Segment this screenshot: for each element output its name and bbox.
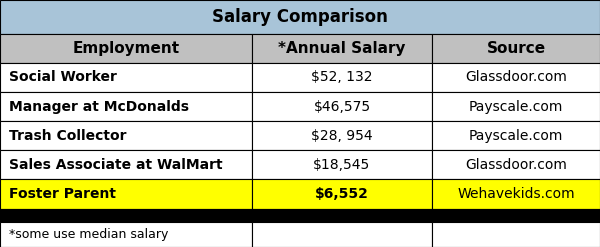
Text: Sales Associate at WalMart: Sales Associate at WalMart — [9, 158, 223, 172]
Bar — [252, 223, 432, 247]
Bar — [432, 63, 600, 92]
Bar — [0, 150, 252, 180]
Text: Employment: Employment — [73, 41, 179, 56]
Text: $6,552: $6,552 — [315, 187, 369, 201]
Bar — [432, 34, 600, 63]
Bar — [0, 34, 252, 63]
Bar — [432, 223, 600, 247]
Bar — [252, 150, 432, 180]
Text: Source: Source — [487, 41, 545, 56]
Bar — [0, 209, 600, 223]
Bar — [0, 63, 252, 92]
Bar — [432, 121, 600, 150]
Text: *Annual Salary: *Annual Salary — [278, 41, 406, 56]
Bar — [252, 180, 432, 209]
Text: Glassdoor.com: Glassdoor.com — [465, 158, 567, 172]
Bar — [0, 92, 252, 121]
Text: $28, 954: $28, 954 — [311, 129, 373, 143]
Text: Salary Comparison: Salary Comparison — [212, 8, 388, 26]
Text: $46,575: $46,575 — [313, 100, 371, 114]
Bar — [252, 63, 432, 92]
Bar — [252, 121, 432, 150]
Bar — [0, 180, 252, 209]
Bar — [432, 92, 600, 121]
Text: Glassdoor.com: Glassdoor.com — [465, 70, 567, 84]
Bar — [0, 223, 252, 247]
Text: Payscale.com: Payscale.com — [469, 129, 563, 143]
Text: Trash Collector: Trash Collector — [9, 129, 127, 143]
Bar — [252, 92, 432, 121]
Bar — [0, 121, 252, 150]
Bar — [432, 150, 600, 180]
Bar — [0, 0, 600, 34]
Bar — [252, 34, 432, 63]
Text: Manager at McDonalds: Manager at McDonalds — [9, 100, 189, 114]
Text: Payscale.com: Payscale.com — [469, 100, 563, 114]
Text: Social Worker: Social Worker — [9, 70, 117, 84]
Bar — [432, 180, 600, 209]
Text: Wehavekids.com: Wehavekids.com — [457, 187, 575, 201]
Text: *some use median salary: *some use median salary — [9, 228, 169, 241]
Text: $18,545: $18,545 — [313, 158, 371, 172]
Text: Foster Parent: Foster Parent — [9, 187, 116, 201]
Text: $52, 132: $52, 132 — [311, 70, 373, 84]
